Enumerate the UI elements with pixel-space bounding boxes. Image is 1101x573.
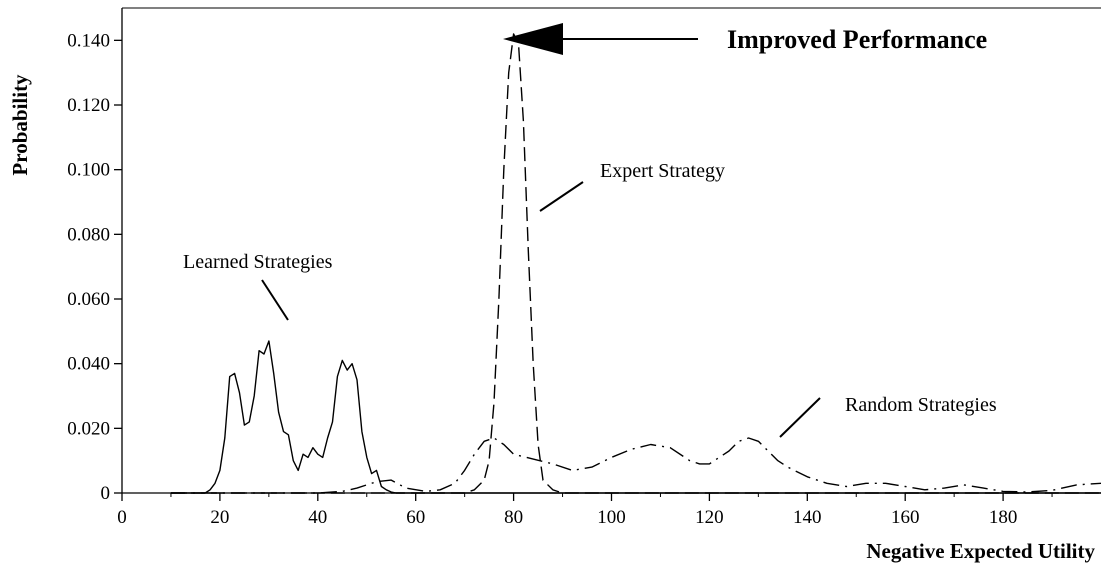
improved-arrow-head — [503, 23, 563, 55]
series-layer — [170, 33, 1101, 494]
series-line-random-strategies — [170, 437, 1101, 494]
x-tick-label: 120 — [695, 507, 724, 528]
y-tick-label: 0.140 — [67, 30, 110, 51]
annotation-expert-pointer — [539, 181, 584, 212]
annotation-random-strategies: Random Strategies — [845, 394, 997, 416]
x-tick-label: 180 — [989, 507, 1018, 528]
x-axis-title: Negative Expected Utility — [866, 539, 1095, 563]
annotation-learned-strategies: Learned Strategies — [183, 251, 333, 273]
annotation-random-pointer — [779, 397, 821, 438]
x-tick-label: 80 — [504, 507, 523, 528]
y-tick-label: 0.100 — [67, 160, 110, 181]
y-tick-label: 0 — [101, 483, 111, 504]
series-line-expert-strategy — [170, 33, 1101, 494]
annotation-expert-strategy: Expert Strategy — [600, 160, 725, 182]
x-tick-label: 60 — [406, 507, 425, 528]
x-tick-label: 100 — [597, 507, 626, 528]
y-tick-label: 0.120 — [67, 95, 110, 116]
x-axis-ticks: 0 20 40 60 80 100 120 140 160 180 — [117, 493, 1053, 528]
y-tick-label: 0.060 — [67, 289, 110, 310]
x-tick-label: 20 — [210, 507, 229, 528]
y-axis-title: Probability — [8, 74, 32, 176]
y-tick-label: 0.080 — [67, 224, 110, 245]
annotation-learned-pointer — [261, 279, 289, 321]
x-tick-label: 160 — [891, 507, 920, 528]
x-tick-label: 40 — [308, 507, 327, 528]
annotation-improved-performance: Improved Performance — [727, 25, 987, 54]
y-axis-ticks: 0 0.020 0.040 0.060 0.080 0.100 0.120 0.140 — [67, 30, 122, 504]
x-tick-label: 140 — [793, 507, 822, 528]
y-tick-label: 0.040 — [67, 354, 110, 375]
y-tick-label: 0.020 — [67, 418, 110, 439]
series-line-learned-strategies — [170, 340, 1101, 494]
x-tick-label: 0 — [117, 507, 127, 528]
